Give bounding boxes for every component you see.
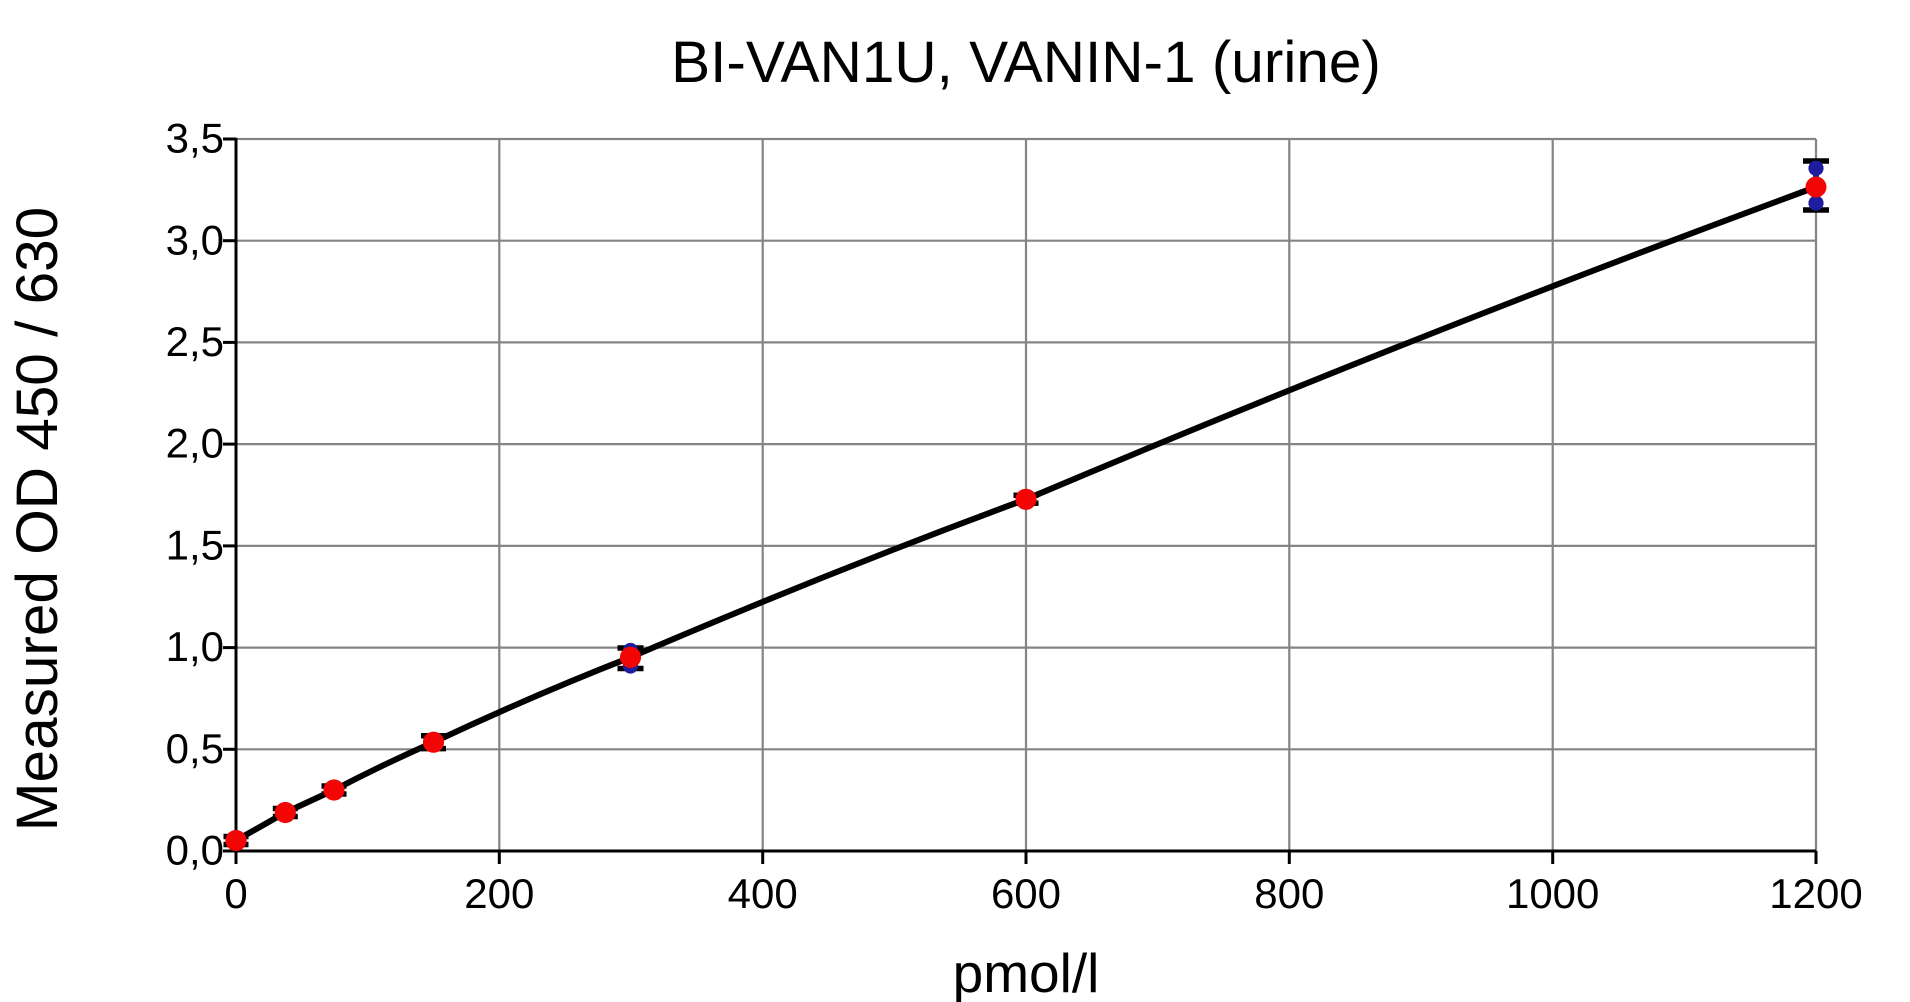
svg-text:2,0: 2,0 [166, 420, 224, 467]
svg-text:1,5: 1,5 [166, 521, 224, 568]
svg-text:1000: 1000 [1506, 870, 1599, 917]
svg-text:200: 200 [464, 870, 534, 917]
svg-text:Measured OD 450 / 630: Measured OD 450 / 630 [5, 207, 70, 831]
svg-text:0,0: 0,0 [166, 827, 224, 874]
svg-text:0,5: 0,5 [166, 725, 224, 772]
svg-text:600: 600 [991, 870, 1061, 917]
svg-text:3,0: 3,0 [166, 216, 224, 263]
svg-text:400: 400 [728, 870, 798, 917]
svg-text:800: 800 [1254, 870, 1324, 917]
svg-text:BI-VAN1U, VANIN-1 (urine): BI-VAN1U, VANIN-1 (urine) [671, 30, 1381, 95]
svg-text:3,5: 3,5 [166, 115, 224, 162]
svg-text:pmol/l: pmol/l [953, 942, 1100, 1002]
svg-text:1200: 1200 [1769, 870, 1862, 917]
svg-text:2,5: 2,5 [166, 318, 224, 365]
svg-text:1,0: 1,0 [166, 623, 224, 670]
svg-text:0: 0 [224, 870, 247, 917]
